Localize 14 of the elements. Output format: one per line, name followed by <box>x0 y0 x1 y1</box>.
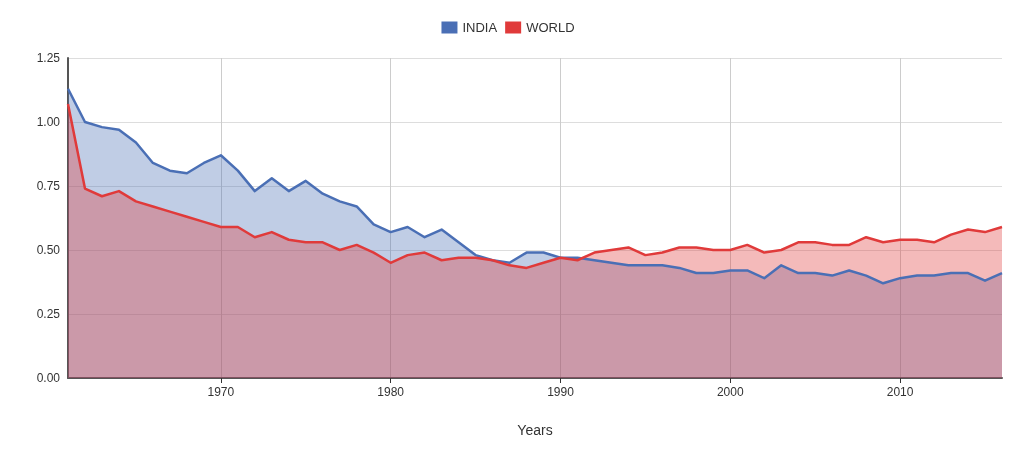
y-tick-label: 0.75 <box>36 179 61 193</box>
y-tick-label: 1.00 <box>36 115 61 129</box>
x-tick-label: 2000 <box>716 385 744 399</box>
x-tick-label: 1990 <box>547 385 575 399</box>
x-axis-title: Years <box>517 422 553 438</box>
y-tick-label: 0.50 <box>36 243 61 257</box>
y-tick-label: 0.25 <box>36 307 61 321</box>
legend-label: WORLD <box>526 20 575 35</box>
y-tick-label: 1.25 <box>36 51 61 65</box>
y-tick-label: 0.00 <box>36 371 61 385</box>
x-tick-label: 1980 <box>377 385 405 399</box>
legend-label: INDIA <box>462 20 498 35</box>
x-tick-label: 2010 <box>886 385 914 399</box>
x-tick-label: 1970 <box>207 385 235 399</box>
